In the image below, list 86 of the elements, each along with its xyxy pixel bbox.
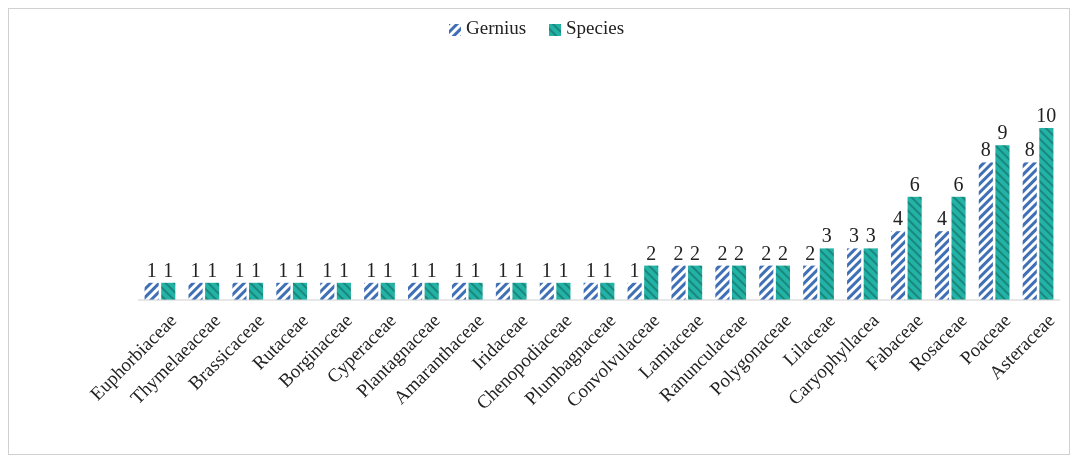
data-label: 1 bbox=[541, 258, 552, 281]
data-label: 1 bbox=[294, 258, 305, 281]
data-label: 2 bbox=[805, 241, 816, 264]
data-label: 1 bbox=[163, 258, 174, 281]
bar bbox=[995, 145, 1010, 300]
data-label: 4 bbox=[893, 207, 904, 230]
data-label: 2 bbox=[690, 241, 701, 264]
data-label: 1 bbox=[514, 258, 525, 281]
data-label: 6 bbox=[953, 172, 964, 195]
bar bbox=[380, 282, 395, 300]
bar bbox=[451, 282, 467, 300]
bar bbox=[890, 231, 906, 300]
data-label: 2 bbox=[734, 241, 745, 264]
bar bbox=[863, 248, 878, 300]
bar bbox=[188, 282, 203, 300]
data-label: 3 bbox=[849, 224, 860, 247]
bar bbox=[1039, 128, 1054, 300]
data-label: 1 bbox=[338, 258, 349, 281]
bar bbox=[671, 265, 686, 300]
bar bbox=[803, 265, 818, 300]
bar bbox=[978, 162, 993, 300]
data-label: 1 bbox=[410, 258, 421, 281]
data-label: 1 bbox=[629, 258, 640, 281]
bar bbox=[907, 196, 922, 300]
data-label: 1 bbox=[558, 258, 569, 281]
data-label: 1 bbox=[366, 258, 377, 281]
bar bbox=[468, 282, 483, 300]
bar bbox=[512, 282, 527, 300]
legend-label: Species bbox=[566, 17, 625, 39]
bar bbox=[775, 265, 790, 300]
bar bbox=[644, 265, 659, 300]
bar bbox=[292, 282, 308, 300]
bar bbox=[731, 265, 747, 300]
bar bbox=[715, 265, 730, 300]
data-label: 1 bbox=[602, 258, 613, 281]
data-label: 2 bbox=[673, 241, 684, 264]
bar bbox=[249, 282, 264, 300]
bar bbox=[336, 282, 351, 300]
bar bbox=[495, 282, 510, 300]
bar bbox=[1022, 162, 1037, 300]
data-label: 1 bbox=[251, 258, 262, 281]
bar bbox=[276, 282, 291, 300]
data-label: 10 bbox=[1036, 104, 1057, 126]
bar bbox=[320, 282, 335, 300]
bar bbox=[364, 282, 379, 300]
legend-label: Gernius bbox=[466, 17, 527, 39]
bar bbox=[847, 248, 862, 300]
data-label: 6 bbox=[909, 172, 920, 195]
bar bbox=[144, 282, 159, 300]
bar bbox=[539, 282, 554, 300]
bar bbox=[583, 282, 598, 300]
data-label: 1 bbox=[207, 258, 218, 281]
data-label: 2 bbox=[761, 241, 772, 264]
data-label: 1 bbox=[146, 258, 157, 281]
data-label: 3 bbox=[865, 224, 876, 247]
bar bbox=[688, 265, 703, 300]
bar bbox=[408, 282, 423, 300]
bar bbox=[205, 282, 220, 300]
data-label: 1 bbox=[453, 258, 464, 281]
bar bbox=[759, 265, 774, 300]
data-label: 1 bbox=[426, 258, 437, 281]
data-label: 1 bbox=[190, 258, 201, 281]
bar bbox=[934, 231, 949, 300]
data-label: 1 bbox=[278, 258, 289, 281]
data-label: 1 bbox=[585, 258, 596, 281]
data-label: 8 bbox=[1024, 138, 1035, 161]
data-label: 3 bbox=[821, 224, 832, 247]
bar bbox=[556, 282, 571, 300]
data-label: 1 bbox=[382, 258, 393, 281]
bar bbox=[424, 282, 439, 300]
bar bbox=[600, 282, 615, 300]
bar bbox=[161, 282, 176, 300]
bar bbox=[951, 196, 966, 300]
data-label: 1 bbox=[234, 258, 245, 281]
data-label: 4 bbox=[936, 207, 947, 230]
bar bbox=[232, 282, 247, 300]
data-label: 2 bbox=[646, 241, 657, 264]
data-label: 2 bbox=[717, 241, 728, 264]
data-label: 8 bbox=[980, 138, 991, 161]
data-label: 1 bbox=[497, 258, 508, 281]
data-label: 2 bbox=[777, 241, 788, 264]
data-label: 1 bbox=[322, 258, 333, 281]
bar bbox=[819, 248, 834, 300]
data-label: 9 bbox=[997, 121, 1008, 144]
bar bbox=[627, 282, 642, 300]
data-label: 1 bbox=[470, 258, 481, 281]
